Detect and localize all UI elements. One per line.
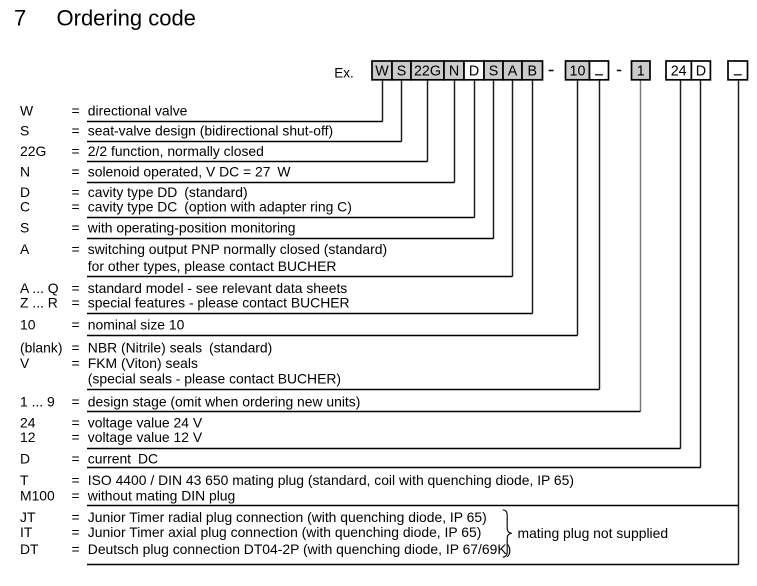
svg-text:N: N <box>449 64 459 80</box>
svg-text:=: = <box>72 241 80 257</box>
svg-text:D: D <box>469 64 479 80</box>
svg-text:10: 10 <box>570 64 586 80</box>
svg-text:10: 10 <box>20 317 36 333</box>
svg-text:=: = <box>72 317 80 333</box>
svg-text:cavity type DC (option with ad: cavity type DC (option with adapter ring… <box>88 199 352 215</box>
svg-text:standard model - see relevant: standard model - see relevant data sheet… <box>88 280 348 296</box>
svg-text:D: D <box>20 450 30 466</box>
svg-text:N: N <box>20 164 30 180</box>
svg-text:1 ... 9: 1 ... 9 <box>20 394 55 410</box>
svg-text:nominal size 10: nominal size 10 <box>88 317 185 333</box>
svg-text:A: A <box>20 241 30 257</box>
svg-text:special features - please cont: special features - please contact BUCHER <box>88 294 350 310</box>
svg-text:2/2 function, normally closed: 2/2 function, normally closed <box>88 143 264 159</box>
svg-text:(special seals - please contac: (special seals - please contact BUCHER) <box>88 370 341 386</box>
svg-text:=: = <box>72 541 80 557</box>
svg-text:with operating-position monito: with operating-position monitoring <box>87 220 296 236</box>
svg-text:=: = <box>72 220 80 236</box>
svg-text:S: S <box>20 220 29 236</box>
svg-text:directional valve: directional valve <box>88 102 188 118</box>
svg-text:(blank): (blank) <box>20 340 62 356</box>
svg-text:M100: M100 <box>20 487 55 503</box>
svg-text:=: = <box>72 294 80 310</box>
svg-text:T: T <box>20 472 29 488</box>
svg-text:A: A <box>508 64 518 80</box>
svg-text:22G: 22G <box>414 64 441 80</box>
svg-text:V: V <box>20 355 30 371</box>
svg-text:=: = <box>72 143 80 159</box>
svg-text:C: C <box>20 199 30 215</box>
svg-text:S: S <box>20 123 29 139</box>
svg-text:A ... Q: A ... Q <box>20 280 59 296</box>
svg-text:1: 1 <box>637 64 645 80</box>
svg-text:DT: DT <box>20 541 39 557</box>
svg-text:NBR (Nitrile) seals (standard): NBR (Nitrile) seals (standard) <box>88 340 272 356</box>
svg-text:=: = <box>72 414 80 430</box>
svg-text:24: 24 <box>671 64 687 80</box>
svg-text:design stage (omit when orderi: design stage (omit when ordering new uni… <box>88 394 361 410</box>
svg-text:=: = <box>72 394 80 410</box>
svg-text:=: = <box>72 199 80 215</box>
svg-text:24: 24 <box>20 414 36 430</box>
svg-text:ISO 4400 / DIN 43 650 mating p: ISO 4400 / DIN 43 650 mating plug (stand… <box>88 472 574 488</box>
svg-text:S: S <box>397 64 407 80</box>
svg-text:Ex.: Ex. <box>334 65 354 80</box>
svg-text:cavity type DD (standard): cavity type DD (standard) <box>88 184 248 200</box>
svg-text:without mating DIN plug: without mating DIN plug <box>87 487 235 503</box>
svg-text:=: = <box>72 450 80 466</box>
svg-text:=: = <box>72 280 80 296</box>
svg-text:=: = <box>72 164 80 180</box>
svg-text:=: = <box>72 429 80 445</box>
svg-text:=: = <box>72 487 80 503</box>
svg-text:=: = <box>72 340 80 356</box>
svg-text:Junior Timer axial plug connec: Junior Timer axial plug connection (with… <box>88 524 482 540</box>
svg-text:=: = <box>72 102 80 118</box>
svg-text:Ordering code: Ordering code <box>57 5 196 30</box>
svg-text:12: 12 <box>20 429 36 445</box>
svg-text:=: = <box>72 123 80 139</box>
svg-text:S: S <box>489 64 499 80</box>
svg-text:current DC: current DC <box>88 450 158 466</box>
svg-text:=: = <box>72 509 80 525</box>
svg-text:W: W <box>375 64 389 80</box>
svg-text:=: = <box>72 524 80 540</box>
svg-text:W: W <box>20 102 34 118</box>
svg-text:IT: IT <box>20 524 33 540</box>
svg-text:JT: JT <box>20 509 36 525</box>
svg-text:Deutsch plug connection DT04-2: Deutsch plug connection DT04-2P (with qu… <box>88 541 511 557</box>
svg-text:22G: 22G <box>20 143 46 159</box>
svg-text:Z ... R: Z ... R <box>20 294 58 310</box>
svg-text:FKM (Viton) seals: FKM (Viton) seals <box>88 355 198 371</box>
svg-text:switching output PNP normally: switching output PNP normally closed (st… <box>88 241 387 257</box>
svg-text:solenoid operated, V DC = 27 W: solenoid operated, V DC = 27 W <box>88 164 292 180</box>
svg-text:=: = <box>72 472 80 488</box>
svg-text:D: D <box>696 64 706 80</box>
svg-text:=: = <box>72 184 80 200</box>
svg-text:Junior Timer radial plug conne: Junior Timer radial plug connection (wit… <box>88 509 487 525</box>
svg-text:for other types, please contac: for other types, please contact BUCHER <box>88 258 337 274</box>
svg-text:voltage value 24 V: voltage value 24 V <box>88 414 203 430</box>
svg-text:7: 7 <box>14 5 26 30</box>
svg-text:voltage value 12 V: voltage value 12 V <box>88 429 203 445</box>
svg-text:mating plug not supplied: mating plug not supplied <box>518 525 669 541</box>
svg-text:seat-valve design (bidirection: seat-valve design (bidirectional shut-of… <box>88 123 333 139</box>
svg-text:D: D <box>20 184 30 200</box>
svg-text:B: B <box>527 64 537 80</box>
svg-text:=: = <box>72 355 80 371</box>
